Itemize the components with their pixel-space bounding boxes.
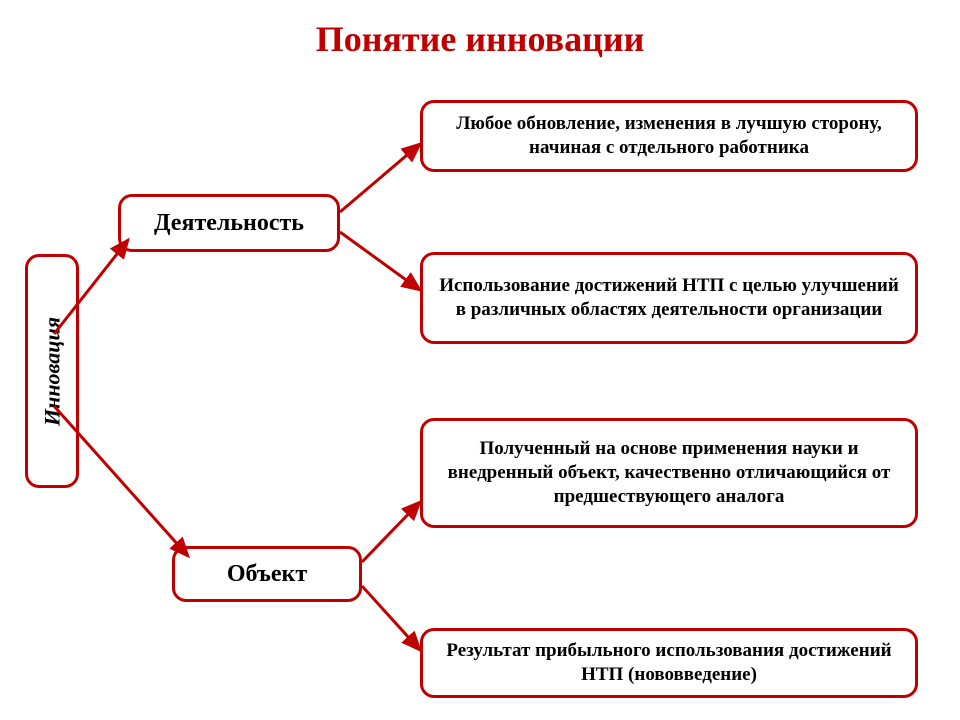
edge-object-to-leaf4 (362, 586, 420, 650)
diagram-title: Понятие инновации (0, 18, 960, 60)
edge-activity-to-leaf2 (340, 232, 420, 290)
leaf-node-update: Любое обновление, изменения в лучшую сто… (420, 100, 918, 172)
branch-node-object: Объект (172, 546, 362, 602)
leaf-node-ntp-usage: Использование достижений НТП с целью улу… (420, 252, 918, 344)
leaf-node-profit-result: Результат прибыльного использования дост… (420, 628, 918, 698)
edge-activity-to-leaf1 (340, 144, 420, 212)
leaf-node-science-object: Полученный на основе применения науки и … (420, 418, 918, 528)
edge-object-to-leaf3 (362, 502, 420, 562)
root-node-innovation: Инновация (25, 254, 79, 488)
branch-node-activity: Деятельность (118, 194, 340, 252)
